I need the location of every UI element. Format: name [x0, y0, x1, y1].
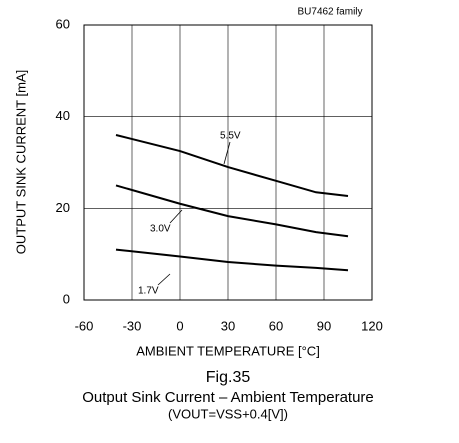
chart-title: Fig.35 [206, 369, 251, 386]
chart-subtitle: Output Sink Current – Ambient Temperatur… [82, 389, 374, 406]
series-line [115, 134, 349, 197]
x-tick-label: 60 [269, 318, 283, 333]
chart-note: (VOUT=VSS+0.4[V]) [168, 406, 288, 421]
series-line [115, 248, 349, 272]
x-tick-label: -30 [123, 318, 142, 333]
x-tick-label: 90 [317, 318, 331, 333]
x-axis-label: AMBIENT TEMPERATURE [°C] [136, 343, 320, 358]
leader-line [169, 209, 183, 224]
series-line [115, 184, 349, 238]
y-tick-label: 20 [56, 200, 70, 215]
x-tick-label: -60 [75, 318, 94, 333]
x-tick-label: 30 [221, 318, 235, 333]
leader-line [223, 141, 231, 165]
x-tick-label: 0 [176, 318, 183, 333]
series-label: 5.5V [220, 131, 241, 142]
y-tick-label: 40 [56, 108, 70, 123]
annotation: BU7462 family [297, 7, 362, 18]
y-axis-label: OUTPUT SINK CURRENT [mA] [13, 70, 28, 254]
x-tick-label: 120 [361, 318, 383, 333]
y-tick-label: 0 [63, 291, 70, 306]
plot-frame [83, 24, 373, 301]
leader-line [157, 273, 171, 286]
series-label: 3.0V [150, 224, 171, 235]
series-label: 1.7V [138, 286, 159, 297]
y-tick-label: 60 [56, 16, 70, 31]
